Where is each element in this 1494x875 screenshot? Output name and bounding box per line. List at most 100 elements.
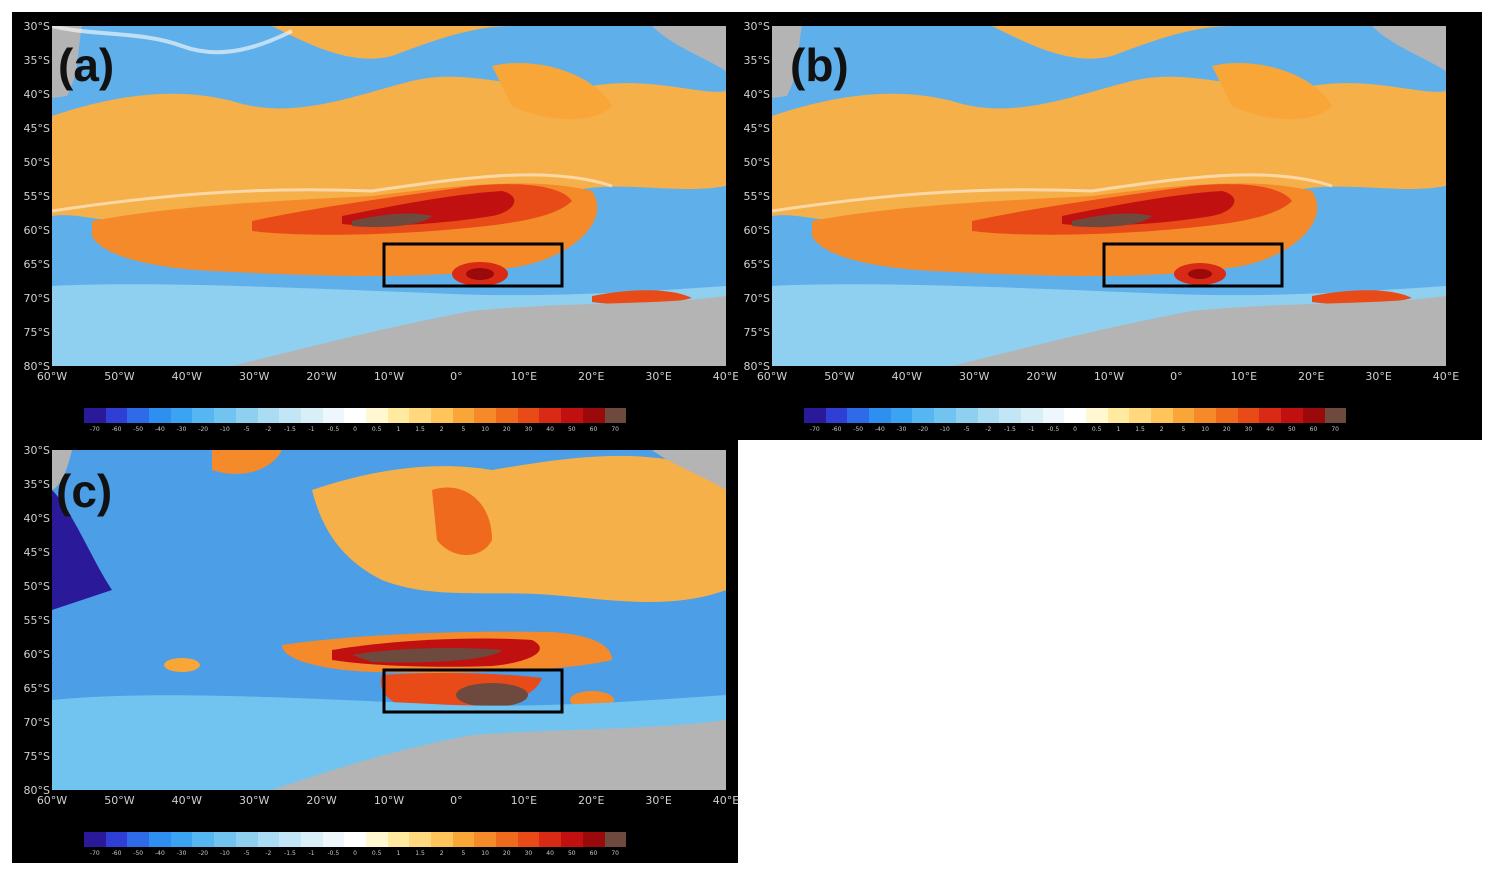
colorbar-swatch	[847, 408, 870, 423]
colorbar-swatch	[322, 832, 345, 847]
anomaly-field	[52, 450, 726, 790]
colorbar-tick-label: -1.5	[284, 850, 296, 857]
colorbar-tick-label: 60	[589, 426, 598, 433]
colorbar-tick-label: 70	[611, 850, 619, 857]
colorbar-swatch	[431, 408, 453, 423]
colorbar-tick-label: 5	[1181, 426, 1186, 433]
lat-tick-label: 55°S	[743, 190, 770, 203]
colorbar-tick-label: -20	[198, 426, 209, 433]
lon-tick-label: 30°W	[959, 370, 990, 383]
colorbar-tick-label: 30	[1244, 426, 1253, 433]
lon-tick-label: 30°W	[239, 794, 270, 807]
analysis-box	[1102, 242, 1284, 288]
colorbar-swatch	[539, 408, 562, 423]
colorbar-tick-label: 70	[1331, 426, 1339, 433]
colorbar-tick-label: 20	[1222, 426, 1231, 433]
colorbar-tick-label: -40	[874, 426, 885, 433]
panel-label: (c)	[56, 465, 113, 517]
colorbar-swatch	[561, 408, 583, 423]
lon-tick-label: 50°W	[104, 794, 135, 807]
colorbar-tick-label: 20	[502, 426, 511, 433]
lat-tick-label: 70°S	[23, 716, 50, 729]
colorbar-tick-label: 0.5	[371, 426, 382, 433]
colorbar-tick-label: -0.5	[1047, 426, 1060, 433]
lat-tick-label: 45°S	[743, 122, 770, 135]
colorbar-swatch	[84, 408, 106, 423]
colorbar-swatch	[1020, 408, 1043, 423]
colorbar-swatch	[149, 408, 171, 423]
lon-tick-label: 20°W	[306, 794, 337, 807]
lat-tick-label: 40°S	[23, 512, 50, 525]
colorbar-swatch	[804, 408, 826, 423]
lon-tick-label: 40°W	[891, 370, 922, 383]
colorbar-swatch	[452, 832, 475, 847]
colorbar-swatch	[890, 408, 913, 423]
lat-tick-label: 75°S	[743, 326, 770, 339]
colorbar-swatch	[517, 408, 540, 423]
colorbar-tick-label: -30	[176, 426, 187, 433]
colorbar	[804, 408, 1347, 423]
lat-tick-label: 80°S	[23, 784, 50, 797]
lon-tick-label: 20°W	[1026, 370, 1057, 383]
colorbar-swatch	[365, 408, 388, 423]
lon-tick-label: 40°E	[1432, 370, 1460, 383]
colorbar-swatch	[192, 408, 215, 423]
colorbar-tick-label: -5	[243, 426, 250, 433]
lat-tick-label: 70°S	[23, 292, 50, 305]
lat-tick-label: 60°S	[743, 224, 770, 237]
colorbar-tick-label: 50	[567, 426, 576, 433]
colorbar-swatch	[214, 832, 236, 847]
lon-tick-label: 50°W	[104, 370, 135, 383]
lat-tick-label: 70°S	[743, 292, 770, 305]
colorbar-swatch	[474, 408, 497, 423]
lon-tick-label: 0°	[1170, 370, 1183, 383]
lon-tick-label: 20°W	[306, 370, 337, 383]
colorbar-tick-label: 2	[439, 850, 444, 857]
colorbar-swatch	[1042, 408, 1065, 423]
colorbar-swatch	[1129, 408, 1151, 423]
colorbar-swatch	[1107, 408, 1130, 423]
lat-tick-label: 60°S	[23, 648, 50, 661]
lat-tick-label: 65°S	[743, 258, 770, 271]
lat-tick-label: 30°S	[23, 444, 50, 457]
colorbar-tick-label: 30	[524, 850, 533, 857]
map-a	[52, 26, 726, 366]
colorbar-swatch	[1194, 408, 1217, 423]
colorbar-swatch	[170, 832, 193, 847]
colorbar-tick-label: 0	[353, 850, 357, 857]
colorbar-swatch	[912, 408, 935, 423]
lat-tick-label: 30°S	[743, 20, 770, 33]
colorbar-swatch	[409, 408, 431, 423]
lon-tick-label: 10°E	[510, 794, 538, 807]
colorbar-tick-label: -2	[985, 426, 992, 433]
colorbar-labels: -70 -60 -50 -40 -30 -20 -10 -5 -2 -1.5 -1 -0.5 0 0.5 1…	[84, 850, 626, 860]
lat-tick-label: 45°S	[23, 546, 50, 559]
colorbar-swatch	[1302, 408, 1325, 423]
colorbar-tick-label: -1.5	[1004, 426, 1016, 433]
colorbar-tick-label: 0.5	[371, 850, 382, 857]
lon-tick-label: 40°W	[171, 794, 202, 807]
colorbar-tick-label: -5	[963, 426, 970, 433]
lat-tick-label: 75°S	[23, 326, 50, 339]
lat-tick-label: 30°S	[23, 20, 50, 33]
lat-tick-label: 40°S	[23, 88, 50, 101]
colorbar-swatch	[496, 408, 518, 423]
colorbar-tick-label: -50	[133, 426, 144, 433]
colorbar-swatch	[149, 832, 171, 847]
colorbar-tick-label: 1	[1116, 426, 1121, 433]
colorbar-swatch	[1216, 408, 1238, 423]
colorbar-tick-label: -70	[809, 426, 820, 433]
colorbar	[84, 832, 627, 847]
colorbar-swatch	[105, 408, 128, 423]
colorbar-tick-label: 0.5	[1091, 426, 1102, 433]
lon-tick-label: 40°W	[171, 370, 202, 383]
colorbar-swatch	[1259, 408, 1282, 423]
colorbar-tick-label: -1	[308, 426, 315, 433]
analysis-box	[382, 242, 564, 288]
colorbar-tick-label: 30	[524, 426, 533, 433]
panel-label: (b)	[790, 39, 849, 91]
lon-tick-label: 20°E	[1297, 370, 1325, 383]
colorbar-swatch	[105, 832, 128, 847]
colorbar-tick-label: -40	[154, 426, 165, 433]
colorbar-tick-label: 70	[611, 426, 619, 433]
